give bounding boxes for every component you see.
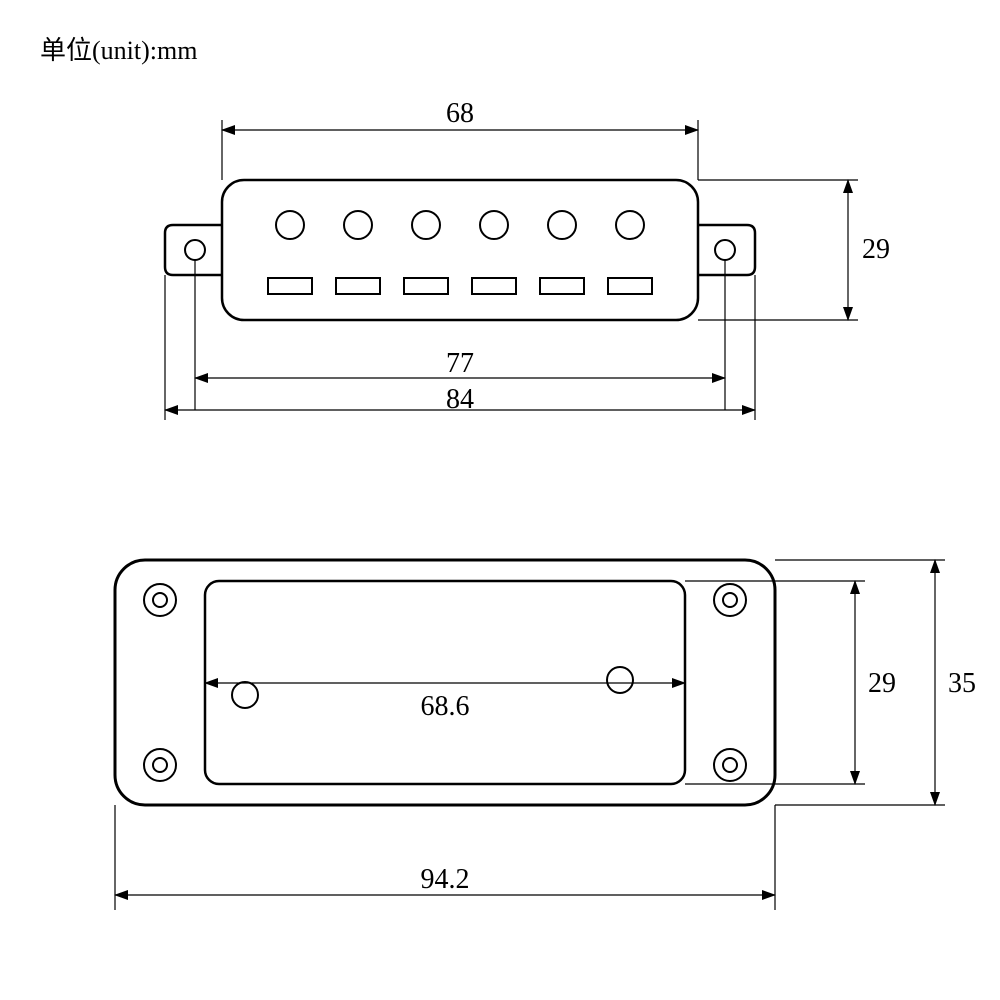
dim-77-label: 77 <box>446 348 474 379</box>
pickup-body <box>222 180 698 320</box>
unit-label: 单位(unit):mm <box>40 30 197 67</box>
dim-29b-label: 29 <box>868 668 896 699</box>
dim-inner-686: 68.6 <box>205 683 685 722</box>
mount-ear-right <box>698 225 755 275</box>
pole-circles <box>276 211 644 239</box>
dim-68-label: 68 <box>446 98 474 129</box>
dim-bottom-942: 94.2 <box>115 805 775 910</box>
dim-35-label: 35 <box>948 668 976 699</box>
dim-84-label: 84 <box>446 384 474 415</box>
mount-ear-left <box>165 225 222 275</box>
dim-686-label: 68.6 <box>421 691 470 722</box>
dim-top-68: 68 <box>222 98 698 180</box>
dim-29-label: 29 <box>862 234 890 265</box>
dim-right-29: 29 <box>698 180 890 320</box>
dim-right-29b: 29 <box>685 581 896 784</box>
bottom-view: 68.6 29 35 94.2 <box>115 560 976 910</box>
top-view: 68 29 77 84 <box>165 98 890 420</box>
dim-942-label: 94.2 <box>421 864 470 895</box>
pole-slots <box>268 278 652 294</box>
